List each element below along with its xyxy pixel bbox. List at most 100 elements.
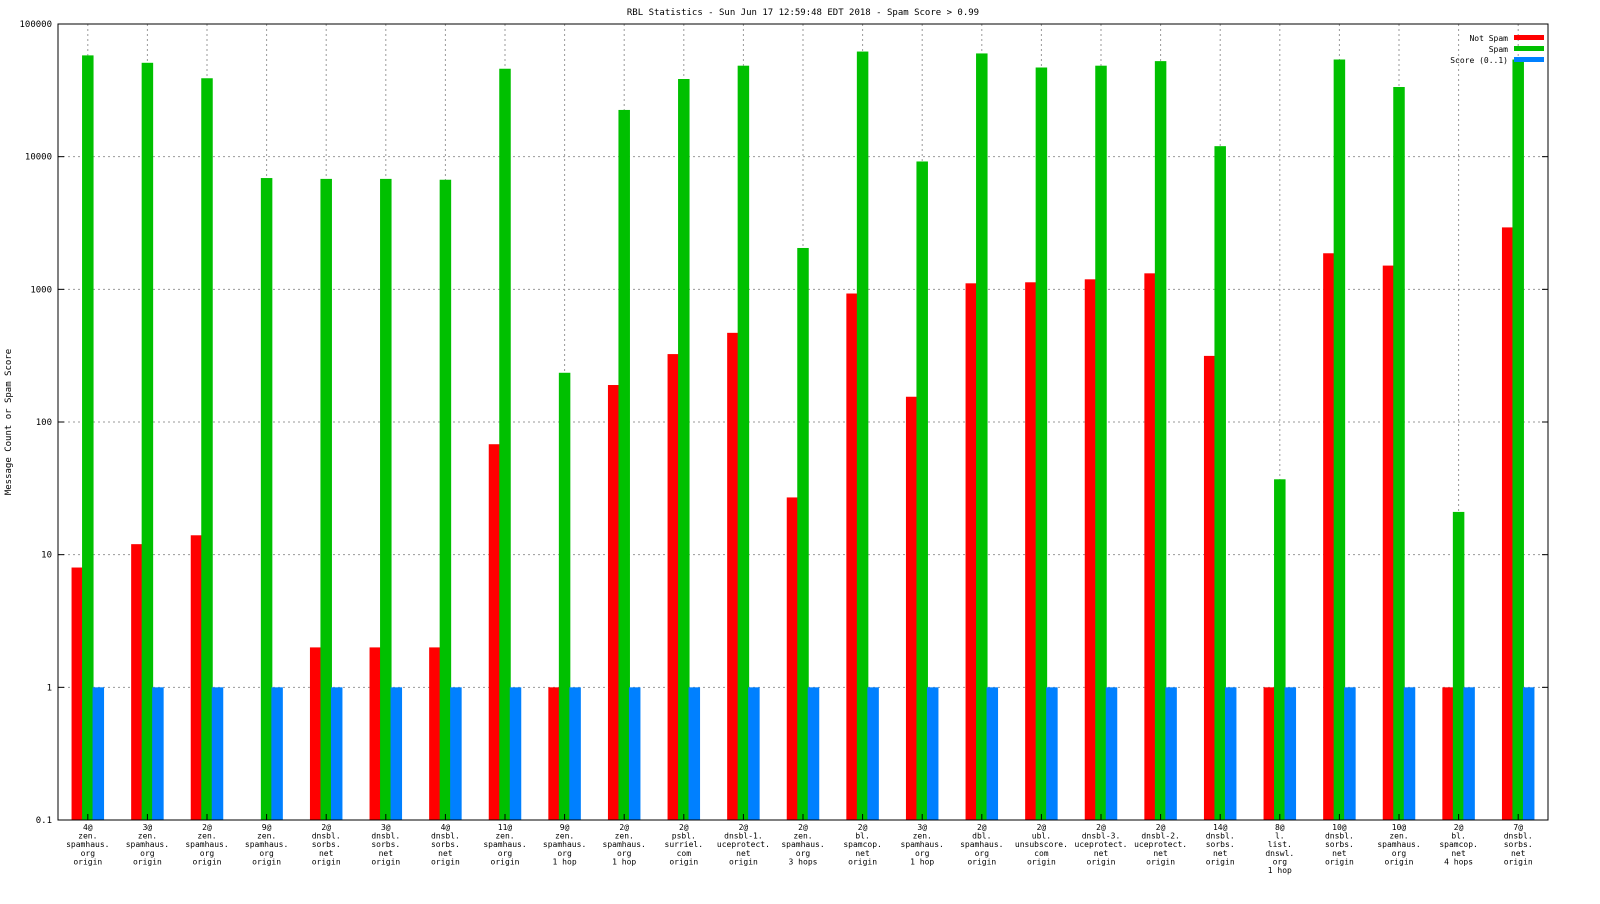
x-tick-label: origin [1206,857,1235,866]
y-tick-label: 10000 [25,153,52,163]
bar-spam [678,78,690,820]
bar-not-spam [429,647,441,820]
bar-not-spam [1084,279,1097,820]
x-tick-label: 3@ [143,823,153,832]
bar-score [807,687,820,820]
x-tick-label: net [1094,849,1109,858]
legend-swatch [1514,46,1544,51]
x-tick-label: org [200,849,215,858]
bar-not-spam [667,354,680,820]
x-tick-label: dnsbl. [1504,832,1533,841]
bar-spam [976,53,988,820]
x-tick-label: org [557,849,572,858]
bar-score [1284,687,1297,820]
x-tick-label: net [1511,849,1526,858]
x-tick-label: origin [967,857,996,866]
x-tick-label: sorbs. [431,840,460,849]
x-tick-label: 2@ [1454,823,1464,832]
y-tick-label: 0.1 [36,816,52,826]
x-tick-label: zen. [1389,832,1408,841]
bar-not-spam [1501,227,1514,820]
bar-not-spam [131,544,143,820]
x-tick-label: 1 hop [553,857,577,866]
bar-spam [1154,61,1167,820]
x-tick-label: spamhaus. [483,840,526,849]
x-tick-label: origin [193,857,222,866]
x-tick-label: dnswl. [1265,849,1294,858]
x-tick-label: zen. [78,832,97,841]
x-tick-label: org [617,849,632,858]
x-tick-label: origin [669,857,698,866]
x-tick-label: dnsbl. [1325,832,1354,841]
bar-not-spam [965,283,978,820]
x-tick-label: net [1213,849,1228,858]
x-tick-label: origin [371,857,400,866]
x-tick-label: com [1034,849,1049,858]
bar-not-spam [190,535,203,820]
bar-score [211,687,224,820]
bar-score [867,687,879,820]
x-tick-label: spamhaus. [185,840,228,849]
bar-not-spam [786,497,799,820]
x-tick-label: sorbs. [371,840,400,849]
x-tick-label: spamhaus. [1377,840,1420,849]
x-tick-label: spamcop. [1439,840,1478,849]
x-tick-label: origin [729,857,758,866]
bar-spam [141,62,154,820]
bar-not-spam [1025,282,1037,820]
x-tick-label: sorbs. [1325,840,1354,849]
bar-score [1165,687,1177,820]
x-tick-label: dnsbl. [431,832,460,841]
bar-spam [82,55,94,821]
bar-not-spam [309,647,322,820]
bar-not-spam [1263,687,1276,820]
bar-not-spam [905,396,918,820]
bar-score [450,687,462,820]
x-tick-label: origin [133,857,162,866]
bar-spam [1393,87,1405,820]
x-tick-label: 4 hops [1444,857,1473,866]
x-tick-label: 2@ [202,823,212,832]
x-tick-label: origin [431,857,460,866]
x-tick-label: net [319,849,334,858]
bar-score [1403,687,1416,820]
bar-spam [916,161,928,820]
bar-score [509,687,522,820]
bar-spam [1035,67,1048,820]
x-tick-label: 2@ [1096,823,1106,832]
bar-score [1463,687,1475,820]
bar-spam [1274,479,1286,820]
legend-label: Not Spam [1469,34,1508,43]
x-tick-label: dnsbl. [371,832,400,841]
x-tick-label: 2@ [1156,823,1166,832]
x-tick-label: origin [252,857,281,866]
x-tick-label: org [140,849,155,858]
x-tick-label: origin [848,857,877,866]
y-tick-label: 100 [36,418,52,428]
x-tick-label: spamcop. [843,840,882,849]
x-tick-label: zen. [913,832,932,841]
bar-score [748,687,760,820]
bar-spam [380,178,392,820]
x-tick-label: l. [1275,832,1285,841]
y-tick-label: 100000 [19,20,52,30]
bars [71,51,1535,821]
x-tick-label: zen. [615,832,634,841]
x-tick-label: 1 hop [612,857,636,866]
x-tick-label: 2@ [1037,823,1047,832]
bar-spam [201,78,213,821]
legend-swatch [1514,35,1544,40]
x-tick-label: origin [491,857,520,866]
x-tick-label: spamhaus. [245,840,288,849]
x-tick-label: com [677,849,692,858]
bar-score [628,687,641,820]
bar-score [330,687,343,820]
x-tick-label: 8@ [1275,823,1285,832]
bar-spam [737,65,750,821]
x-tick-label: org [975,849,990,858]
x-tick-label: origin [1385,857,1414,866]
x-tick-label: surriel. [665,840,704,849]
x-tick-label: zen. [257,832,276,841]
